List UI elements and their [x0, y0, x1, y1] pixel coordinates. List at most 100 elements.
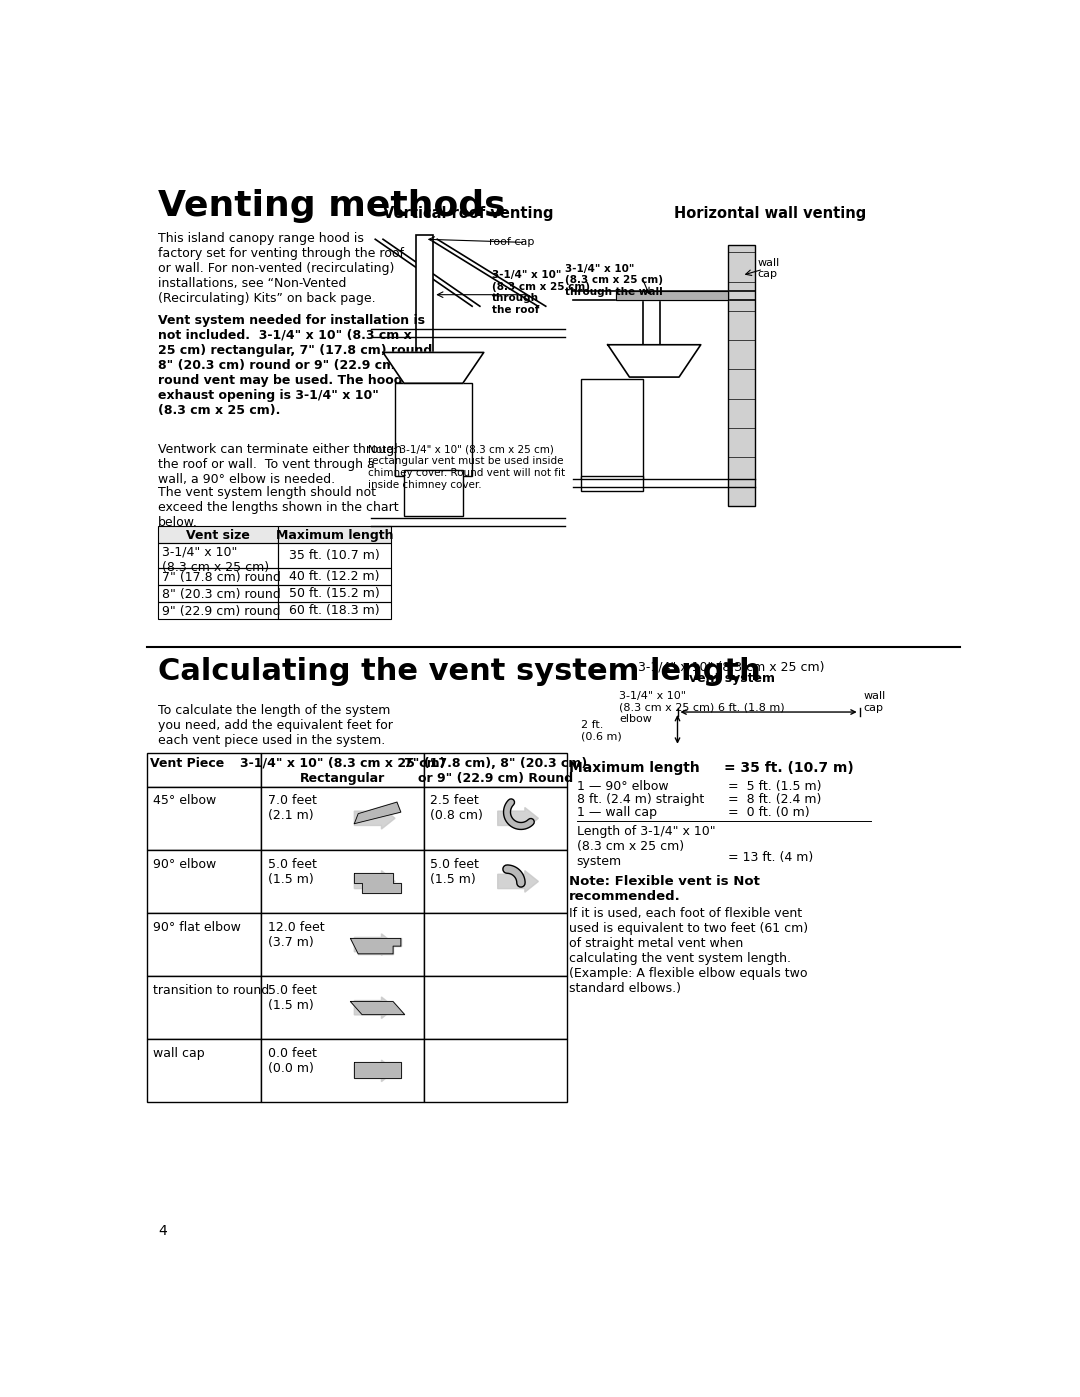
Text: roof cap: roof cap: [489, 237, 535, 247]
Text: 7" (17.8 cm) round: 7" (17.8 cm) round: [162, 571, 281, 584]
Polygon shape: [354, 997, 395, 1018]
Text: 8 ft. (2.4 m) straight: 8 ft. (2.4 m) straight: [577, 793, 704, 806]
Bar: [159, 585, 279, 602]
Text: 6 ft. (1.8 m): 6 ft. (1.8 m): [718, 703, 784, 712]
Bar: [159, 525, 279, 542]
Text: If it is used, each foot of flexible vent
used is equivalent to two feet (61 cm): If it is used, each foot of flexible ven…: [569, 907, 808, 995]
Bar: [147, 849, 261, 914]
Text: transition to round: transition to round: [153, 983, 269, 997]
Bar: [416, 235, 433, 388]
Bar: [159, 569, 279, 585]
Bar: [261, 849, 424, 914]
Bar: [147, 1039, 261, 1102]
Bar: [279, 569, 391, 585]
Text: Maximum length: Maximum length: [275, 529, 393, 542]
Text: 3-1/4" x 10" (8.3 cm x 25 cm)
Rectangular: 3-1/4" x 10" (8.3 cm x 25 cm) Rectangula…: [240, 757, 445, 785]
Text: Maximum length: Maximum length: [569, 760, 700, 774]
Polygon shape: [354, 1060, 395, 1081]
Text: Ventwork can terminate either through
the roof or wall.  To vent through a
wall,: Ventwork can terminate either through th…: [159, 443, 403, 486]
Text: wall
cap: wall cap: [864, 692, 886, 712]
Bar: [147, 787, 261, 849]
Bar: [643, 300, 660, 345]
Text: 2 ft.
(0.6 m): 2 ft. (0.6 m): [581, 719, 621, 742]
Text: = 13 ft. (4 m): = 13 ft. (4 m): [728, 851, 813, 865]
Text: Note: 3-1/4" x 10" (8.3 cm x 25 cm)
rectangular vent must be used inside
chimney: Note: 3-1/4" x 10" (8.3 cm x 25 cm) rect…: [367, 444, 565, 489]
Text: =  8 ft. (2.4 m): = 8 ft. (2.4 m): [728, 793, 821, 806]
Bar: [261, 914, 424, 977]
Polygon shape: [383, 352, 484, 383]
Bar: [159, 602, 279, 619]
Text: Vent system needed for installation is
not included.  3-1/4" x 10" (8.3 cm x
25 : Vent system needed for installation is n…: [159, 314, 437, 416]
Bar: [424, 977, 567, 1039]
Polygon shape: [350, 939, 401, 954]
Bar: [424, 753, 567, 787]
Text: The vent system length should not
exceed the lengths shown in the chart
below.: The vent system length should not exceed…: [159, 486, 399, 528]
Text: Length of 3-1/4" x 10"
(8.3 cm x 25 cm)
system: Length of 3-1/4" x 10" (8.3 cm x 25 cm) …: [577, 826, 715, 868]
Text: 3-1/4" x 10"
(8.3 cm x 25 cm)
through the wall: 3-1/4" x 10" (8.3 cm x 25 cm) through th…: [565, 264, 663, 298]
Text: 60 ft. (18.3 m): 60 ft. (18.3 m): [289, 604, 380, 617]
Bar: [261, 787, 424, 849]
Text: =  5 ft. (1.5 m): = 5 ft. (1.5 m): [728, 780, 822, 792]
Text: Note: Flexible vent is Not
recommended.: Note: Flexible vent is Not recommended.: [569, 875, 760, 902]
Bar: [279, 602, 391, 619]
Text: 0.0 feet
(0.0 m): 0.0 feet (0.0 m): [268, 1046, 316, 1074]
Polygon shape: [354, 802, 401, 824]
Polygon shape: [354, 807, 395, 828]
Text: 2.5 feet
(0.8 cm): 2.5 feet (0.8 cm): [430, 795, 483, 823]
Polygon shape: [498, 870, 539, 893]
Text: Horizontal wall venting: Horizontal wall venting: [674, 207, 866, 221]
Text: 3-1/4" x 10"
(8.3 cm x 25 cm)
elbow: 3-1/4" x 10" (8.3 cm x 25 cm) elbow: [619, 692, 715, 725]
Text: Vertical roof venting: Vertical roof venting: [383, 207, 554, 221]
Text: 40 ft. (12.2 m): 40 ft. (12.2 m): [289, 570, 380, 583]
Bar: [261, 753, 424, 787]
Text: wall
cap: wall cap: [757, 257, 780, 279]
Bar: [424, 1039, 567, 1102]
Text: 7" (17.8 cm), 8" (20.3 cm)
or 9" (22.9 cm) Round: 7" (17.8 cm), 8" (20.3 cm) or 9" (22.9 c…: [404, 757, 588, 785]
Text: To calculate the length of the system
you need, add the equivalent feet for
each: To calculate the length of the system yo…: [159, 704, 393, 746]
Text: 1 — 90° elbow: 1 — 90° elbow: [577, 780, 669, 792]
Text: 3-1/4" x 10" (8.3 cm x 25 cm): 3-1/4" x 10" (8.3 cm x 25 cm): [638, 661, 825, 673]
Text: 9" (22.9 cm) round: 9" (22.9 cm) round: [162, 605, 281, 617]
Bar: [394, 383, 472, 475]
Bar: [261, 1039, 424, 1102]
Text: 3-1/4" x 10"
(8.3 cm x 25 cm)
through
the roof: 3-1/4" x 10" (8.3 cm x 25 cm) through th…: [491, 270, 590, 314]
Text: vent system: vent system: [689, 672, 774, 685]
Text: 35 ft. (10.7 m): 35 ft. (10.7 m): [289, 549, 380, 562]
Text: = 35 ft. (10.7 m): = 35 ft. (10.7 m): [724, 760, 854, 774]
Text: 50 ft. (15.2 m): 50 ft. (15.2 m): [289, 587, 380, 599]
Bar: [279, 525, 391, 542]
Bar: [279, 542, 391, 569]
Polygon shape: [616, 291, 728, 300]
Text: 5.0 feet
(1.5 m): 5.0 feet (1.5 m): [268, 983, 316, 1011]
Text: 3-1/4" x 10"
(8.3 cm x 25 cm): 3-1/4" x 10" (8.3 cm x 25 cm): [162, 546, 269, 574]
Text: 4: 4: [159, 1224, 167, 1238]
Bar: [581, 380, 643, 479]
Bar: [728, 244, 755, 507]
Text: 7.0 feet
(2.1 m): 7.0 feet (2.1 m): [268, 795, 316, 823]
Text: Venting methods: Venting methods: [159, 189, 505, 224]
Text: Vent Piece: Vent Piece: [150, 757, 225, 770]
Text: 12.0 feet
(3.7 m): 12.0 feet (3.7 m): [268, 921, 324, 949]
Bar: [159, 542, 279, 569]
Bar: [261, 977, 424, 1039]
Text: 5.0 feet
(1.5 m): 5.0 feet (1.5 m): [430, 858, 480, 886]
Polygon shape: [354, 873, 401, 893]
Bar: [581, 475, 643, 490]
Polygon shape: [354, 933, 395, 956]
Bar: [424, 849, 567, 914]
Polygon shape: [608, 345, 701, 377]
Bar: [147, 977, 261, 1039]
Text: wall cap: wall cap: [153, 1046, 204, 1060]
Text: =  0 ft. (0 m): = 0 ft. (0 m): [728, 806, 810, 819]
Polygon shape: [350, 1002, 405, 1014]
Text: 90° elbow: 90° elbow: [153, 858, 216, 870]
Text: 45° elbow: 45° elbow: [153, 795, 216, 807]
Polygon shape: [354, 870, 395, 893]
Text: This island canopy range hood is
factory set for venting through the roof
or wal: This island canopy range hood is factory…: [159, 232, 404, 306]
Text: Vent size: Vent size: [187, 529, 251, 542]
Text: 5.0 feet
(1.5 m): 5.0 feet (1.5 m): [268, 858, 316, 886]
Text: 90° flat elbow: 90° flat elbow: [153, 921, 241, 933]
Bar: [404, 471, 463, 517]
Bar: [147, 753, 261, 787]
Text: 8" (20.3 cm) round: 8" (20.3 cm) round: [162, 588, 281, 601]
